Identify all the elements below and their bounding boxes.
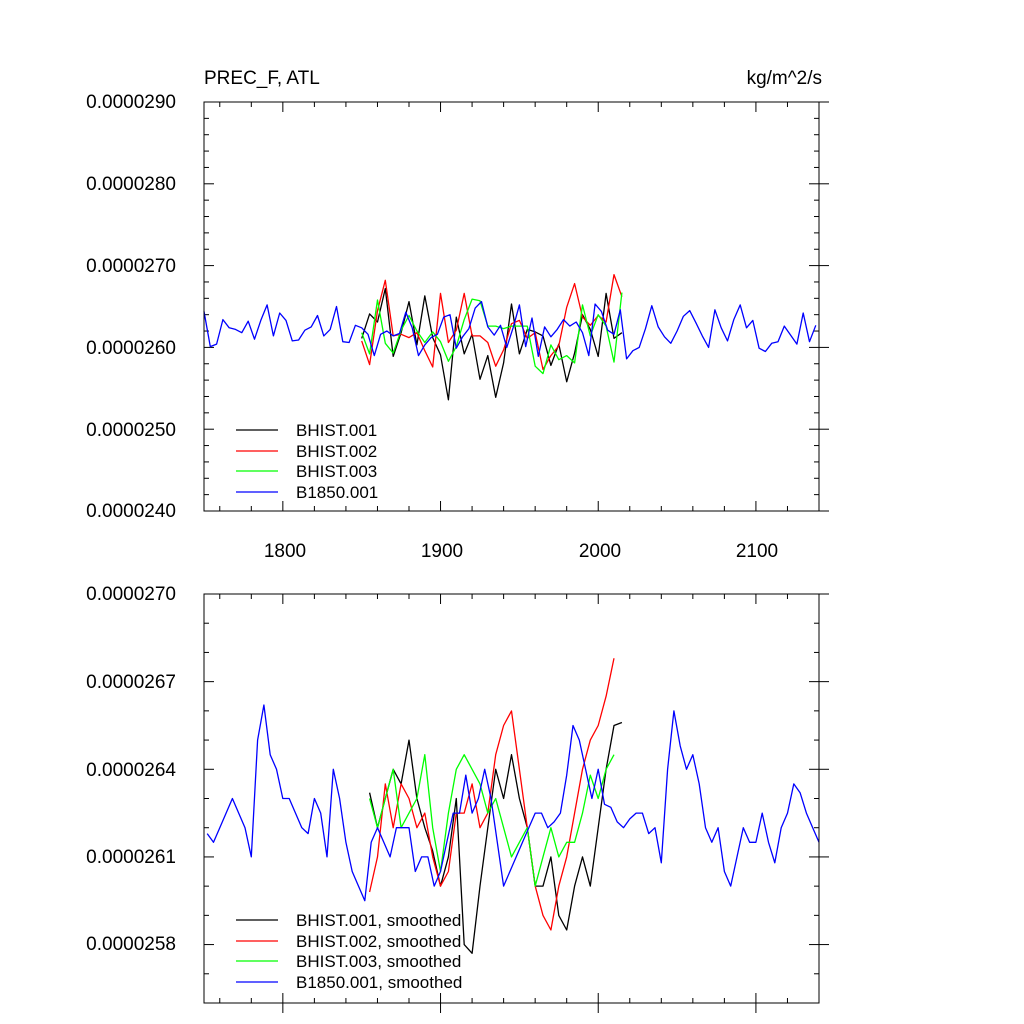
legend-label: BHIST.002, smoothed [296, 932, 461, 951]
top-panel-y-tick-labels: 0.0000240 0.0000250 0.0000260 0.0000270 … [86, 92, 176, 522]
x-tick-label: 2000 [579, 541, 621, 562]
y-tick-label: 0.0000270 [86, 584, 176, 605]
y-tick-label: 0.0000264 [86, 760, 176, 781]
bottom-panel-y-tick-labels: 0.0000258 0.0000261 0.0000264 0.0000267 … [86, 584, 176, 955]
y-tick-label: 0.0000290 [86, 92, 176, 113]
y-tick-label: 0.0000270 [86, 256, 176, 277]
bottom-panel: 0.0000258 0.0000261 0.0000264 0.0000267 … [86, 584, 829, 1013]
y-tick-label: 0.0000267 [86, 672, 176, 693]
x-tick-label: 1900 [421, 541, 463, 562]
legend-label: BHIST.003, smoothed [296, 952, 461, 971]
y-tick-label: 0.0000260 [86, 338, 176, 359]
y-tick-label: 0.0000258 [86, 934, 176, 955]
series-line [361, 292, 623, 375]
top-panel-title: PREC_F, ATL [204, 68, 320, 89]
series-line [368, 721, 623, 954]
top-panel-units: kg/m^2/s [747, 68, 822, 89]
series-line [361, 273, 623, 371]
bottom-panel-legend: BHIST.001, smoothed BHIST.002, smoothed … [236, 911, 462, 992]
y-tick-label: 0.0000250 [86, 420, 176, 441]
bottom-panel-series [206, 658, 820, 954]
x-tick-label: 2100 [736, 541, 778, 562]
legend-label: B1850.001 [296, 483, 378, 502]
top-panel-frame [203, 101, 820, 512]
x-tick-label: 1800 [264, 541, 306, 562]
legend-label: B1850.001, smoothed [296, 973, 462, 992]
series-line [206, 704, 820, 902]
legend-label: BHIST.003 [296, 462, 377, 481]
y-tick-label: 0.0000240 [86, 501, 176, 522]
legend-label: BHIST.002 [296, 442, 377, 461]
bottom-panel-frame [203, 593, 820, 1004]
series-line [368, 754, 615, 887]
top-panel: PREC_F, ATL kg/m^2/s 0.0000240 0.0000250… [86, 68, 829, 562]
legend-label: BHIST.001 [296, 421, 377, 440]
top-panel-series [203, 273, 817, 401]
series-line [203, 300, 817, 360]
legend-label: BHIST.001, smoothed [296, 911, 461, 930]
series-line [368, 658, 615, 931]
y-tick-label: 0.0000261 [86, 847, 176, 868]
y-tick-label: 0.0000280 [86, 174, 176, 195]
top-panel-legend: BHIST.001 BHIST.002 BHIST.003 B1850.001 [236, 421, 378, 502]
top-panel-x-tick-labels: 1800 1900 2000 2100 [264, 541, 778, 562]
